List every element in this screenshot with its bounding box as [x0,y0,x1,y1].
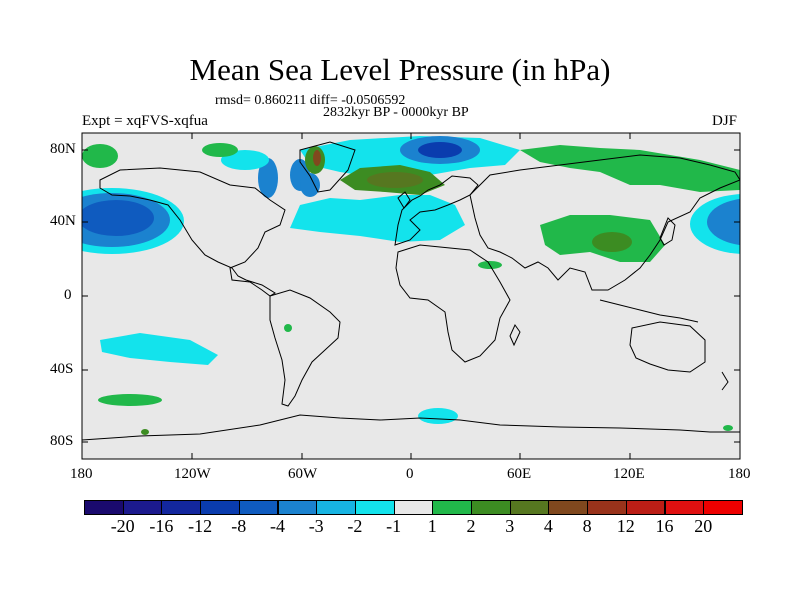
colorbar-label: -2 [347,516,363,536]
colorbar-label: -3 [308,516,324,536]
colorbar-label: -4 [270,516,285,536]
anomaly-greenland-patch [300,173,320,197]
anomaly-canada-arctic [258,158,278,198]
anomaly-east-asia-core [592,232,632,252]
coast-africa [395,244,511,363]
anomaly-north-atlantic [290,195,465,242]
colorbar-label: 12 [616,516,635,536]
lon-label-180w: 180 [70,466,93,482]
period-line: 2832kyr BP - 0000kyr BP [323,105,469,120]
coast-europe [394,175,479,246]
colorbar-label: -20 [110,516,135,536]
colorbar-swatch [509,500,550,515]
anomaly-north-pacific-core [82,200,154,236]
colorbar-label: 4 [543,516,553,536]
stats-line: rmsd= 0.860211 diff= -0.0506592 [215,93,406,108]
anomaly-alaska [82,144,118,168]
colorbar-label: -1 [386,516,402,536]
anomaly-south-america-patch [284,324,292,332]
colorbar-swatch [84,500,124,515]
lat-label-80s: 80S [50,433,74,449]
colorbar-swatch [277,500,318,515]
coast-japan [659,217,676,246]
anomaly-baffin [221,150,269,170]
anomaly-fields [82,136,740,435]
colorbar-label: -12 [188,516,213,536]
coastlines [82,141,740,441]
anomaly-siberia [520,145,740,192]
anomaly-greenland-positive-core [313,150,321,166]
anomaly-pacific-east-outer [690,194,740,254]
colorbar-swatch [354,500,395,515]
coast-south-america [269,289,341,407]
anomaly-arctic-positive-core [367,172,423,188]
anomaly-greenland-sea-core [418,142,462,158]
coast-indonesia [599,299,699,323]
lat-label-0: 0 [64,287,72,303]
coast-madagascar [509,324,521,347]
anomaly-antarctic-negative-2 [141,429,149,435]
colorbar-swatch [587,500,627,515]
colorbar-label: 20 [694,516,713,536]
colorbar-label: 8 [582,516,592,536]
coast-antarctica [82,414,740,441]
lon-label-60w: 60W [288,466,318,482]
colorbar-label: 3 [505,516,515,536]
lon-ticks [81,133,741,459]
anomaly-antarctic-positive [723,425,733,431]
colorbar-label: 16 [655,516,674,536]
anomaly-canada-positive [202,143,238,157]
lon-label-0: 0 [406,466,414,482]
coast-australia [629,321,706,373]
anomaly-south-pacific [100,333,218,365]
season-label: DJF [712,113,738,129]
colorbar-swatch [238,500,279,515]
colorbar-swatch [200,500,240,515]
colorbar-swatch [471,500,511,515]
coast-uk [397,191,411,209]
lon-label-60e: 60E [507,466,532,482]
lat-label-80n: 80N [50,141,76,157]
anomaly-antarctic-negative [418,408,458,424]
colorbar-label: -8 [231,516,247,536]
colorbar-label: 1 [427,516,437,536]
lon-label-180e: 180 [728,466,751,482]
colorbar-swatch [161,500,202,515]
lat-label-40n: 40N [50,213,76,229]
anomaly-pacific-east-mid [707,198,740,246]
colorbar-swatch [548,500,589,515]
colorbar-swatch [625,500,666,515]
experiment-label: Expt = xqFVS-xqfua [82,113,208,129]
coast-north-america [99,167,286,297]
colorbar-label: 2 [466,516,476,536]
lon-label-120e: 120E [613,466,645,482]
colorbar-swatch [664,500,705,515]
colorbar-swatch [703,500,743,515]
lat-ticks [82,149,740,443]
colorbar-swatch [316,500,356,515]
coast-greenland [299,141,356,193]
colorbar-swatch [122,500,163,515]
coast-asia [469,154,740,291]
colorbar-swatch [432,500,472,515]
map-title: Mean Sea Level Pressure (in hPa) [189,52,611,87]
colorbar-label: -16 [149,516,174,536]
colorbar-swatch [393,500,434,515]
lon-label-120w: 120W [174,466,211,482]
coast-new-zealand [721,371,729,391]
anomaly-south-pacific-positive [98,394,162,406]
lat-label-40s: 40S [50,361,74,377]
